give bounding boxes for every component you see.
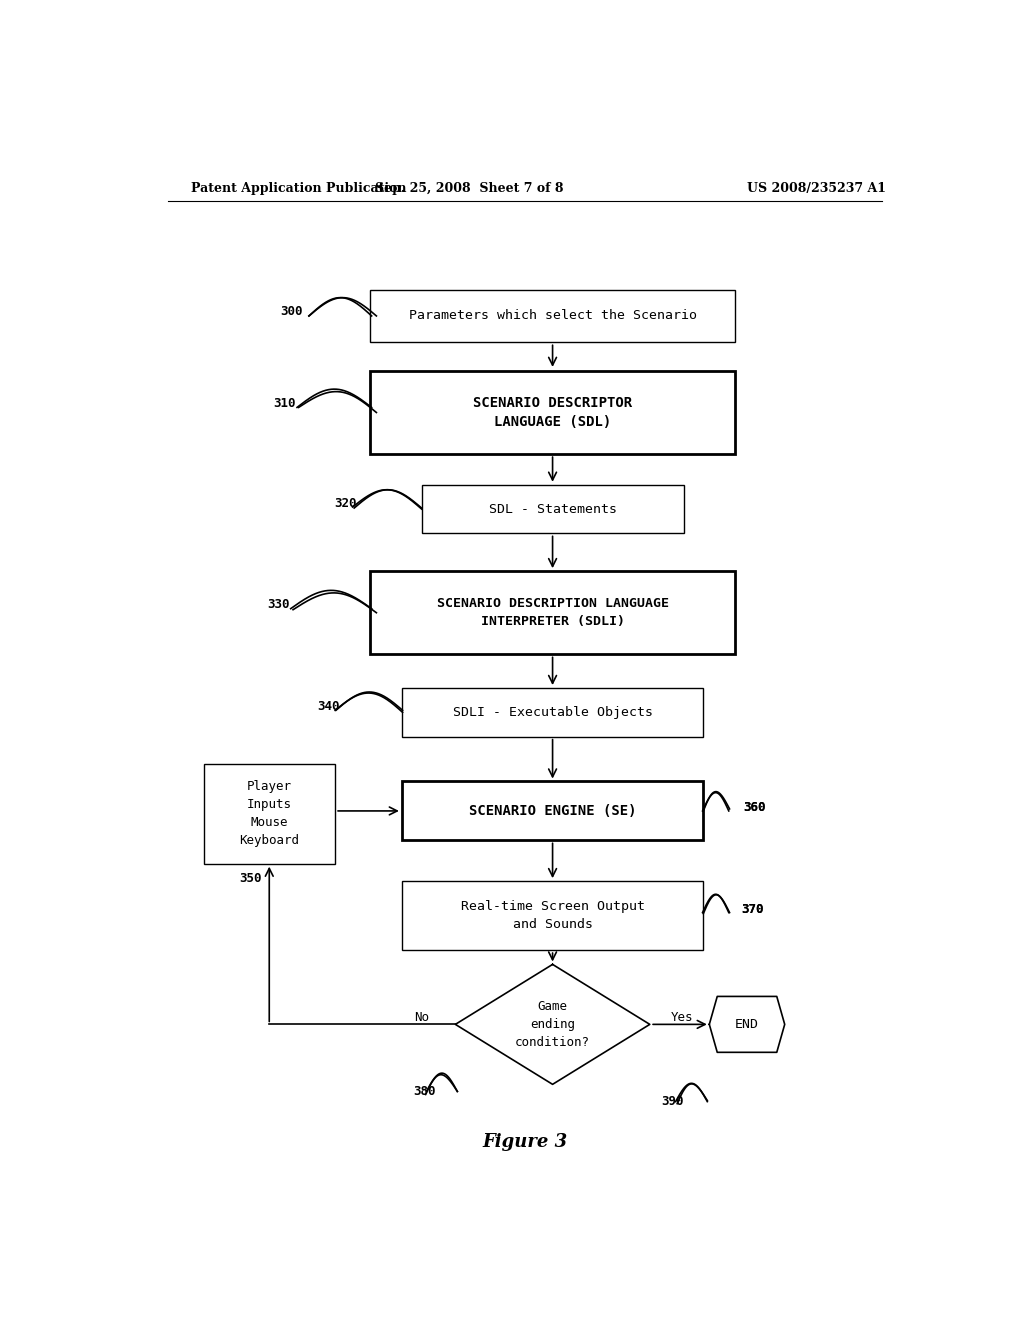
Polygon shape (456, 965, 650, 1084)
Text: 310: 310 (273, 397, 296, 409)
Text: 330: 330 (267, 598, 290, 611)
Text: 320: 320 (334, 498, 356, 511)
Text: Player
Inputs
Mouse
Keyboard: Player Inputs Mouse Keyboard (240, 780, 299, 847)
Text: SDL - Statements: SDL - Statements (488, 503, 616, 516)
Text: Game
ending
condition?: Game ending condition? (515, 999, 590, 1049)
Text: 360: 360 (743, 801, 766, 814)
Text: 350: 350 (240, 871, 261, 884)
FancyBboxPatch shape (370, 289, 735, 342)
Text: 360: 360 (743, 801, 766, 814)
FancyBboxPatch shape (401, 880, 703, 950)
Text: SCENARIO ENGINE (SE): SCENARIO ENGINE (SE) (469, 804, 636, 818)
Text: SCENARIO DESCRIPTOR
LANGUAGE (SDL): SCENARIO DESCRIPTOR LANGUAGE (SDL) (473, 396, 632, 429)
Text: 370: 370 (741, 903, 764, 916)
Text: SCENARIO DESCRIPTION LANGUAGE
INTERPRETER (SDLI): SCENARIO DESCRIPTION LANGUAGE INTERPRETE… (436, 597, 669, 628)
Text: 380: 380 (414, 1085, 436, 1098)
Text: 340: 340 (316, 700, 339, 713)
Polygon shape (710, 997, 784, 1052)
Text: 370: 370 (741, 903, 764, 916)
Text: Patent Application Publication: Patent Application Publication (191, 182, 407, 195)
Text: SDLI - Executable Objects: SDLI - Executable Objects (453, 706, 652, 719)
FancyBboxPatch shape (370, 572, 735, 655)
FancyBboxPatch shape (422, 484, 684, 533)
FancyBboxPatch shape (370, 371, 735, 454)
FancyBboxPatch shape (401, 781, 703, 841)
Text: Sep. 25, 2008  Sheet 7 of 8: Sep. 25, 2008 Sheet 7 of 8 (375, 182, 563, 195)
Text: 390: 390 (662, 1096, 684, 1107)
Text: Parameters which select the Scenario: Parameters which select the Scenario (409, 309, 696, 322)
Text: US 2008/235237 A1: US 2008/235237 A1 (748, 182, 886, 195)
Text: END: END (735, 1018, 759, 1031)
Text: Yes: Yes (671, 1011, 693, 1024)
Text: 300: 300 (281, 305, 303, 318)
Text: Real-time Screen Output
and Sounds: Real-time Screen Output and Sounds (461, 900, 644, 931)
FancyBboxPatch shape (401, 688, 703, 737)
Text: Figure 3: Figure 3 (482, 1134, 567, 1151)
Text: No: No (414, 1011, 429, 1024)
FancyBboxPatch shape (204, 764, 335, 863)
